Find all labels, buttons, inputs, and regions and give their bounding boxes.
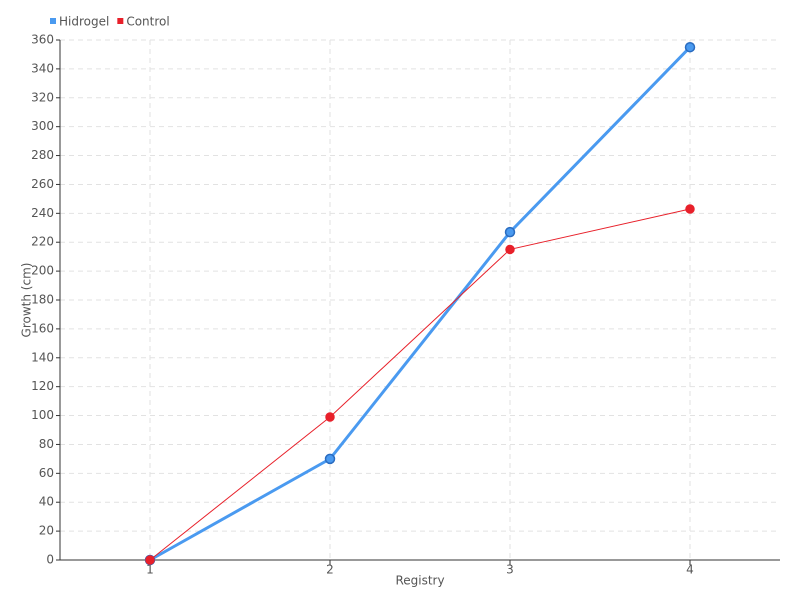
y-tick-label: 300 [31, 119, 54, 133]
x-tick-label: 2 [326, 563, 334, 577]
data-point [504, 226, 516, 238]
y-tick-label: 200 [31, 264, 54, 278]
y-tick-label: 80 [39, 437, 54, 451]
y-axis-label: Growth (cm) [20, 263, 34, 338]
y-tick-label: 100 [31, 408, 54, 422]
series-line [149, 46, 692, 562]
y-tick-label: 220 [31, 235, 54, 249]
y-tick-label: 60 [39, 466, 54, 480]
y-tick-label: 320 [31, 90, 54, 104]
y-tick-label: 180 [31, 293, 54, 307]
x-tick-label: 1 [146, 563, 154, 577]
data-point [685, 204, 695, 214]
y-tick-label: 240 [31, 206, 54, 220]
data-point [145, 555, 155, 565]
y-tick-label: 260 [31, 177, 54, 191]
y-tick-label: 360 [31, 33, 54, 47]
data-point [324, 453, 336, 465]
y-tick-label: 40 [39, 495, 54, 509]
legend-label: Control [126, 15, 169, 29]
legend-label: Hidrogel [59, 15, 109, 29]
y-tick-label: 0 [46, 553, 54, 567]
series-line [149, 208, 691, 561]
data-point [325, 412, 335, 422]
legend-swatch [117, 18, 124, 24]
legend-swatch [50, 18, 56, 24]
x-axis-label: Registry [395, 574, 444, 588]
y-tick-label: 160 [31, 321, 54, 335]
y-tick-label: 140 [31, 350, 54, 364]
y-tick-label: 120 [31, 379, 54, 393]
x-tick-label: 4 [686, 563, 694, 577]
y-tick-label: 340 [31, 61, 54, 75]
data-point [505, 244, 515, 255]
y-tick-label: 20 [39, 524, 54, 538]
y-tick-label: 280 [31, 148, 54, 162]
x-tick-label: 3 [506, 563, 514, 577]
data-point [684, 41, 696, 53]
